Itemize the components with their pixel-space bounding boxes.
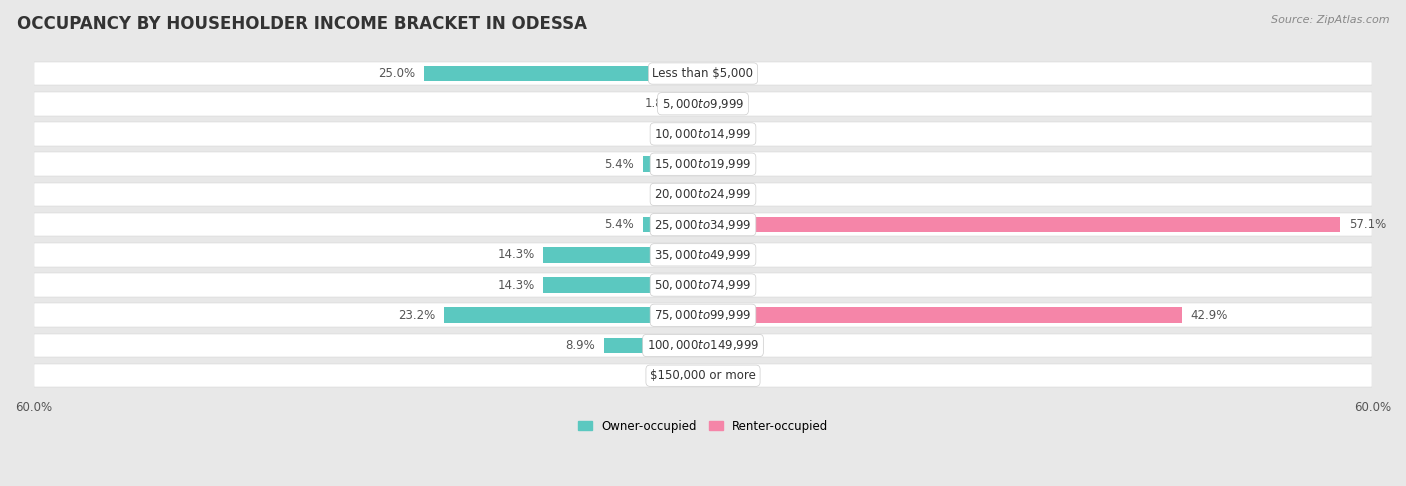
Text: 0.0%: 0.0%	[711, 248, 741, 261]
Text: 0.0%: 0.0%	[711, 339, 741, 352]
Text: $75,000 to $99,999: $75,000 to $99,999	[654, 308, 752, 322]
Legend: Owner-occupied, Renter-occupied: Owner-occupied, Renter-occupied	[572, 415, 834, 437]
Text: 0.0%: 0.0%	[711, 188, 741, 201]
Bar	[683, 368, 703, 383]
Bar	[34, 153, 1372, 176]
Text: $150,000 or more: $150,000 or more	[650, 369, 756, 382]
Text: 5.4%: 5.4%	[605, 218, 634, 231]
Text: $10,000 to $14,999: $10,000 to $14,999	[654, 127, 752, 141]
Text: 0.0%: 0.0%	[711, 67, 741, 80]
Bar	[34, 303, 1372, 327]
Bar	[703, 308, 1181, 323]
Text: $50,000 to $74,999: $50,000 to $74,999	[654, 278, 752, 292]
Text: 0.0%: 0.0%	[711, 278, 741, 292]
Bar	[603, 338, 703, 353]
Bar	[643, 156, 703, 172]
Text: 23.2%: 23.2%	[398, 309, 436, 322]
Text: 1.8%: 1.8%	[644, 97, 673, 110]
Bar	[444, 308, 703, 323]
Text: 25.0%: 25.0%	[378, 67, 415, 80]
Text: 14.3%: 14.3%	[498, 278, 534, 292]
Text: 0.0%: 0.0%	[711, 127, 741, 140]
Bar	[34, 122, 1372, 146]
Bar	[703, 217, 1340, 232]
Text: Less than $5,000: Less than $5,000	[652, 67, 754, 80]
Text: 0.0%: 0.0%	[711, 157, 741, 171]
Bar	[34, 334, 1372, 357]
Bar	[34, 213, 1372, 236]
Text: $25,000 to $34,999: $25,000 to $34,999	[654, 218, 752, 232]
Text: $5,000 to $9,999: $5,000 to $9,999	[662, 97, 744, 111]
Bar	[34, 183, 1372, 206]
Text: 1.8%: 1.8%	[644, 369, 673, 382]
Bar	[34, 273, 1372, 297]
Bar	[34, 92, 1372, 116]
Text: 5.4%: 5.4%	[605, 157, 634, 171]
Text: $20,000 to $24,999: $20,000 to $24,999	[654, 188, 752, 201]
Text: 57.1%: 57.1%	[1348, 218, 1386, 231]
Text: $100,000 to $149,999: $100,000 to $149,999	[647, 338, 759, 352]
Text: 42.9%: 42.9%	[1191, 309, 1227, 322]
Bar	[34, 243, 1372, 267]
Bar	[544, 277, 703, 293]
Bar	[425, 66, 703, 81]
Text: 0.0%: 0.0%	[665, 127, 695, 140]
Bar	[34, 62, 1372, 86]
Bar	[34, 364, 1372, 387]
Bar	[544, 247, 703, 263]
Text: 0.0%: 0.0%	[665, 188, 695, 201]
Bar	[643, 217, 703, 232]
Text: $35,000 to $49,999: $35,000 to $49,999	[654, 248, 752, 262]
Bar	[683, 96, 703, 112]
Text: 8.9%: 8.9%	[565, 339, 595, 352]
Text: $15,000 to $19,999: $15,000 to $19,999	[654, 157, 752, 171]
Text: 0.0%: 0.0%	[711, 369, 741, 382]
Text: Source: ZipAtlas.com: Source: ZipAtlas.com	[1271, 15, 1389, 25]
Text: OCCUPANCY BY HOUSEHOLDER INCOME BRACKET IN ODESSA: OCCUPANCY BY HOUSEHOLDER INCOME BRACKET …	[17, 15, 586, 33]
Text: 14.3%: 14.3%	[498, 248, 534, 261]
Text: 0.0%: 0.0%	[711, 97, 741, 110]
